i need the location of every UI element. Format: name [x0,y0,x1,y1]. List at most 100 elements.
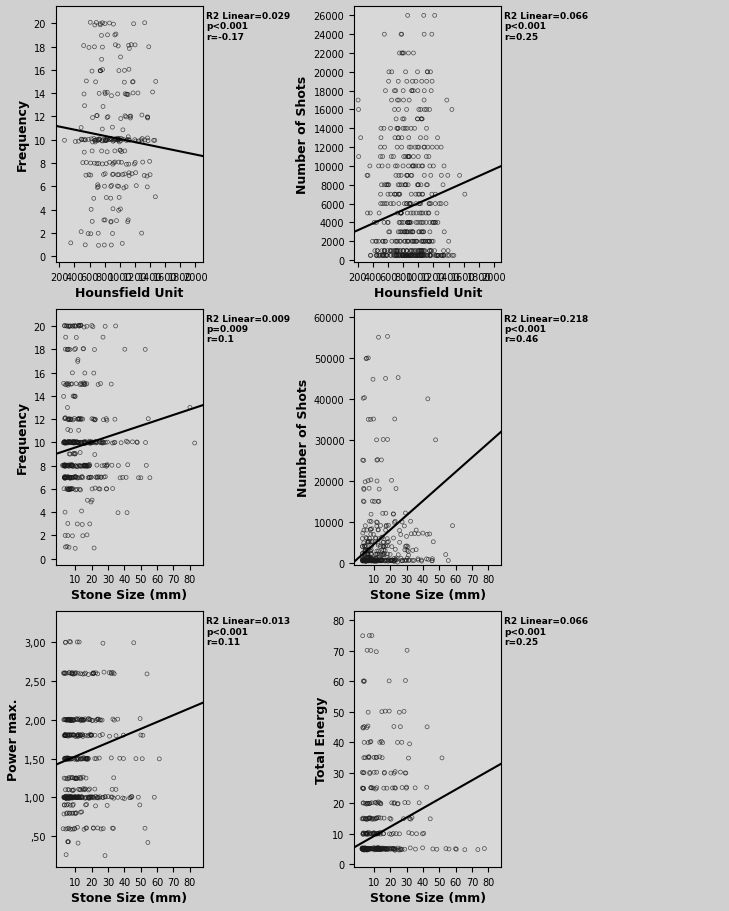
Point [402,216,414,230]
Point [396,131,408,146]
Point [71,790,82,804]
Point [371,811,383,825]
Point [59,458,71,473]
Point [431,207,443,221]
Point [87,790,98,804]
Point [58,435,70,450]
Point [119,168,130,182]
Point [65,471,77,486]
Point [62,435,74,450]
Point [391,244,403,259]
Point [61,666,72,681]
Point [85,727,96,742]
Point [395,842,407,856]
Point [370,827,381,842]
Point [69,470,81,485]
Point [402,46,414,61]
Point [66,435,78,450]
Point [141,667,153,681]
Point [358,551,370,566]
Point [396,249,408,263]
Point [71,729,83,743]
Point [92,134,104,148]
Point [396,140,408,155]
Point [362,796,373,811]
Point [88,791,100,805]
Point [104,133,115,148]
Point [365,643,377,658]
Point [63,470,75,485]
Point [398,244,410,259]
Point [136,132,148,147]
Point [372,841,383,855]
Point [60,540,71,555]
Point [366,539,378,554]
Point [80,791,92,805]
Point [389,781,401,795]
Point [356,842,367,856]
Point [71,635,83,650]
Point [62,822,74,836]
Point [382,179,394,193]
Point [384,553,396,568]
Point [75,413,87,427]
Point [62,459,74,474]
Point [78,435,90,450]
Point [360,553,372,568]
Point [373,537,384,551]
Point [141,131,153,146]
Point [362,735,374,750]
Point [361,827,373,842]
Point [436,249,448,263]
Point [81,752,93,766]
Point [94,133,106,148]
Point [121,87,133,102]
Point [91,791,103,805]
Point [380,842,391,856]
Point [91,109,103,124]
Point [66,667,78,681]
Point [62,343,74,357]
Point [114,132,125,147]
Point [438,159,450,174]
Point [67,320,79,334]
Point [383,179,394,193]
Point [373,554,384,568]
Point [73,435,85,450]
Point [83,436,95,451]
Point [120,109,131,124]
Point [114,144,125,159]
Point [378,244,390,259]
Point [106,169,118,183]
Point [408,84,419,98]
Point [395,527,407,542]
Point [399,507,411,521]
Point [370,841,382,855]
Point [74,805,86,820]
Point [82,752,93,767]
Point [413,103,425,118]
Point [357,842,369,856]
Point [381,550,393,565]
Point [413,179,424,193]
Point [73,412,85,426]
Point [106,790,117,804]
Point [112,133,123,148]
Point [71,471,82,486]
Point [362,548,374,562]
Point [399,225,411,240]
Point [413,188,425,202]
Point [94,790,106,804]
Point [380,507,391,521]
Point [401,103,413,118]
Point [80,752,92,766]
Point [418,94,430,108]
Point [375,554,387,568]
Point [67,783,79,798]
Point [137,156,149,170]
Point [378,235,389,250]
Point [403,131,415,146]
Point [67,447,79,462]
Point [414,207,426,221]
Point [396,28,408,43]
